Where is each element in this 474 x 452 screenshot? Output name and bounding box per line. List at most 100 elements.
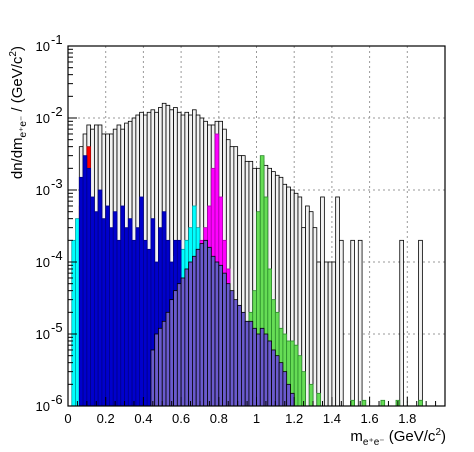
x-tick-label: 1 [253,411,260,426]
histogram-bin [97,189,103,407]
histogram-bin [293,344,299,407]
x-tick-label: 0 [64,411,71,426]
histogram-bin [188,261,193,407]
histogram-bin [418,239,423,407]
x-axis-label-rest: (GeV/c [385,428,436,445]
histogram-bin [225,283,231,407]
histogram-bin [180,277,186,407]
y-tick-exponent: -4 [51,248,63,263]
histogram-bin [109,227,114,407]
histogram-bin [290,392,295,407]
histogram-bin [116,239,122,407]
histogram-bin [112,211,118,407]
histogram-bin [184,268,190,407]
y-axis-label-end: ) [9,46,26,51]
x-axis-label: me⁺e⁻ (GeV/c2) [350,427,446,448]
histogram-bin [361,399,367,407]
histogram-bin [120,205,125,407]
histogram-bin [165,311,171,407]
histogram-bin [308,211,314,407]
histogram-bin [101,218,107,407]
histogram-series [71,102,423,407]
histogram-bin [331,261,337,407]
y-tick-label: 10 [36,327,50,342]
histogram-bin [131,239,137,407]
histogram-bin [271,349,276,407]
histogram-bin [93,211,99,407]
y-tick-exponent: -6 [51,392,63,407]
histogram-bin [169,299,174,407]
histogram-bin [90,196,95,407]
y-tick-label: 10 [36,183,50,198]
x-tick-label: 0.8 [210,411,228,426]
histogram-bin [259,327,265,407]
x-tick-label: 1.8 [398,411,416,426]
histogram-bin [357,239,363,407]
histogram-bin [301,371,306,407]
histogram-bin [350,239,355,407]
histogram-bin [323,261,329,407]
histogram-bin [207,246,212,407]
y-axis-label: dn/dme⁺e⁻ / (GeV/c2) [8,46,29,179]
histogram-bin [339,239,344,407]
histogram-bin [335,196,340,407]
histogram-bin [267,340,272,407]
x-tick-label: 0.4 [134,411,152,426]
histogram-bin [210,255,216,407]
y-tick-exponent: -5 [51,320,63,335]
x-axis-label-sub: e⁺e⁻ [363,437,385,448]
y-tick-exponent: -3 [51,176,63,191]
y-tick-label: 10 [36,39,50,54]
y-axis-label-sub: e⁺e⁻ [18,116,29,138]
y-tick-label: 10 [36,399,50,414]
histogram-bin [380,399,386,407]
y-axis-label-main: dn/dm [9,137,26,179]
histogram-bin [154,333,159,407]
histogram-bin [105,205,110,407]
y-tick-exponent: -2 [51,104,63,119]
histogram-bin [229,290,235,407]
histogram-bin [173,290,178,407]
histogram-bin [135,227,141,407]
histogram-bin [233,299,239,407]
histogram-bin [214,261,220,407]
histogram-bin [241,311,246,407]
y-tick-label: 10 [36,111,50,126]
histogram-bin [308,383,314,407]
histogram-bin [399,239,404,407]
histogram-bin [75,218,80,407]
histogram-bin [124,227,129,407]
histogram-bin [161,320,167,407]
histogram-bin [195,248,201,407]
histogram-bin [192,255,197,407]
axis-ticks: 0 0.2 0.4 0.6 0.8 1 1.2 1.4 1.6 1.810-610-510-410… [36,32,437,426]
histogram-bin [158,327,163,407]
x-axis-label-end: ) [441,428,446,445]
y-axis-label-sup: 2 [8,51,19,57]
histogram-bin [320,196,325,407]
histogram-bin [350,399,355,407]
histogram-bin [244,320,250,407]
x-tick-label: 1.4 [323,411,341,426]
x-axis-label-main: m [350,428,363,445]
x-tick-label: 1.6 [361,411,379,426]
histogram-bin [312,227,318,407]
histogram-bin [146,248,152,407]
histogram-bin [282,371,288,407]
y-tick-exponent: -1 [51,32,63,47]
histogram-bin [248,320,254,407]
histogram-bin [139,196,144,407]
histogram-bin [316,392,321,407]
x-axis-label-sup: 2 [435,427,441,438]
histogram-bin [286,383,291,407]
histogram-bin [274,355,280,407]
histogram-bin [263,333,269,407]
histogram-bin [316,261,321,407]
histogram-bin [199,243,205,407]
x-tick-label: 0.6 [172,411,190,426]
histogram-bin [252,327,257,407]
histogram-bin [256,333,261,407]
histogram-bin [127,218,133,407]
histogram-bin [327,261,333,407]
histogram-bin [278,362,284,407]
